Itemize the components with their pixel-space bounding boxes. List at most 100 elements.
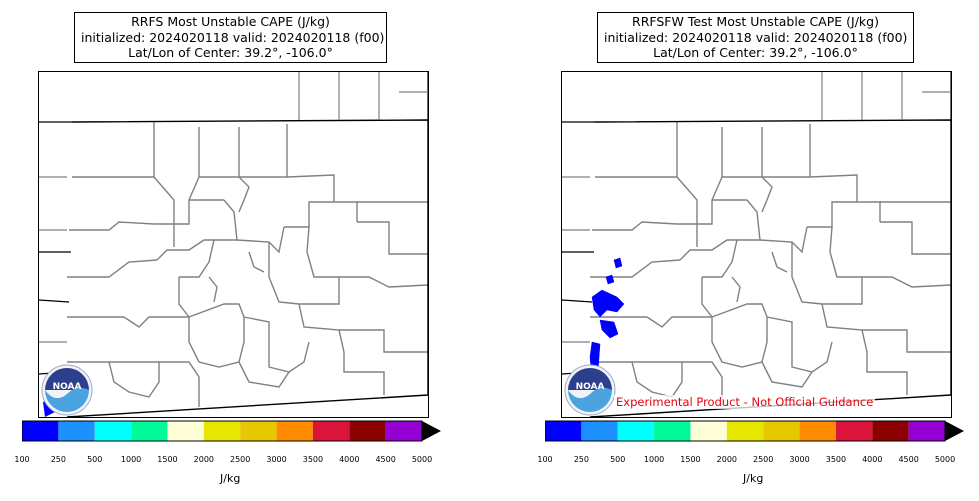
right-title-line-2: initialized: 2024020118 valid: 202402011… (604, 29, 908, 45)
cape-blob (599, 319, 619, 339)
county-line (737, 199, 761, 241)
colorbar-segment (276, 421, 313, 441)
disclaimer-text: Experimental Product - Not Official Guid… (614, 395, 876, 409)
county-line (154, 176, 200, 225)
right-colorbar (544, 420, 965, 442)
county-line (807, 201, 881, 228)
right-title-box: RRFSFW Test Most Unstable CAPE (J/kg) in… (597, 12, 914, 63)
colorbar-tick-label: 2000 (716, 455, 737, 464)
colorbar-segment (349, 421, 386, 441)
left-title-line-3: Lat/Lon of Center: 39.2°, -106.0° (128, 45, 333, 60)
colorbar-segment (617, 421, 655, 441)
colorbar-tick-label: 250 (50, 455, 66, 464)
cape-blob (591, 289, 625, 318)
colorbar-segment (385, 421, 422, 441)
county-line (208, 276, 218, 303)
left-colorbar (21, 420, 442, 442)
county-line (759, 226, 808, 254)
colorbar-extend-arrow (945, 421, 964, 441)
colorbar-segment (131, 421, 168, 441)
right-noaa-logo: NOAA (564, 364, 616, 416)
colorbar-segment (763, 421, 800, 441)
colorbar-segment (654, 421, 691, 441)
county-line (236, 226, 285, 254)
county-line (178, 277, 190, 318)
county-line (679, 239, 737, 261)
county-line (821, 303, 868, 353)
colorbar-tick-label: 4000 (862, 455, 883, 464)
left-title-line-2: initialized: 2024020118 valid: 202402011… (81, 29, 385, 45)
county-line (866, 352, 908, 395)
colorbar-tick-label: 5000 (934, 455, 956, 464)
colorbar-segment (726, 421, 764, 441)
colorbar-tick-label: 4500 (898, 455, 919, 464)
county-line (343, 352, 385, 395)
left-map-svg (39, 72, 428, 417)
county-line (677, 176, 723, 225)
colorbar-tick-label: 100 (537, 455, 553, 464)
left-colorbar-ticks: 100 250 500 1000 1500 2000 2500 3000 3500 4000 450… (14, 455, 432, 467)
colorbar-segment (240, 421, 277, 441)
state-border-line (562, 299, 593, 303)
county-line (761, 176, 773, 213)
colorbar-segment (94, 421, 132, 441)
colorbar-tick-label: 2000 (193, 455, 214, 464)
right-panel: RRFSFW Test Most Unstable CAPE (J/kg) in… (523, 0, 979, 501)
colorbar-segment (872, 421, 909, 441)
county-line (711, 317, 768, 368)
county-line (631, 361, 683, 398)
county-line (243, 316, 270, 344)
colorbar-segment (908, 421, 945, 441)
county-line (762, 124, 811, 178)
left-map[interactable]: NOAA (38, 71, 429, 418)
county-line (306, 226, 339, 278)
right-colorbar-ticks: 100 250 500 1000 1500 2000 2500 3000 3500 4000 450… (537, 455, 955, 467)
colorbar-tick-label: 2500 (752, 455, 774, 464)
left-noaa-logo: NOAA (41, 364, 93, 416)
county-line (339, 276, 428, 288)
county-line (357, 221, 428, 255)
noaa-logo-wave (568, 387, 612, 412)
county-line (862, 276, 951, 288)
colorbar-tick-label: 1000 (120, 455, 142, 464)
left-title-line-1: RRFS Most Unstable CAPE (J/kg) (131, 14, 330, 29)
colorbar-tick-label: 1000 (643, 455, 665, 464)
left-colorbar-svg (21, 420, 441, 442)
left-colorbar-label: J/kg (220, 472, 241, 485)
colorbar-segment (203, 421, 241, 441)
right-map-svg (562, 72, 951, 417)
cape-blob (605, 274, 615, 285)
county-line (761, 361, 813, 388)
county-line (791, 341, 833, 373)
county-line (286, 174, 335, 202)
noaa-logo-wave (45, 387, 89, 412)
colorbar-tick-label: 4000 (339, 455, 360, 464)
left-title-box: RRFS Most Unstable CAPE (J/kg) initializ… (74, 12, 387, 63)
county-line (809, 174, 858, 202)
county-line (156, 239, 214, 261)
colorbar-tick-label: 3000 (266, 455, 287, 464)
county-line (590, 259, 681, 278)
county-line (238, 176, 250, 213)
colorbar-tick-label: 500 (610, 455, 626, 464)
county-line (268, 341, 310, 373)
colorbar-segment (581, 421, 618, 441)
county-line (722, 127, 763, 178)
county-line (862, 329, 951, 353)
noaa-logo-top (45, 368, 89, 390)
county-line (199, 127, 240, 178)
colorbar-tick-label: 1500 (680, 455, 701, 464)
cape-blob (613, 257, 623, 269)
colorbar-extend-arrow (422, 421, 441, 441)
county-line (676, 176, 698, 224)
colorbar-segment (690, 421, 727, 441)
right-colorbar-label: J/kg (743, 472, 764, 485)
county-line (701, 277, 713, 318)
colorbar-segment (799, 421, 836, 441)
right-map[interactable]: NOAA Experimental Product - Not Official… (561, 71, 952, 418)
county-line (239, 124, 288, 178)
colorbar-tick-label: 4500 (375, 455, 396, 464)
county-line (339, 329, 428, 353)
county-line (108, 361, 160, 398)
colorbar-segment (22, 421, 59, 441)
